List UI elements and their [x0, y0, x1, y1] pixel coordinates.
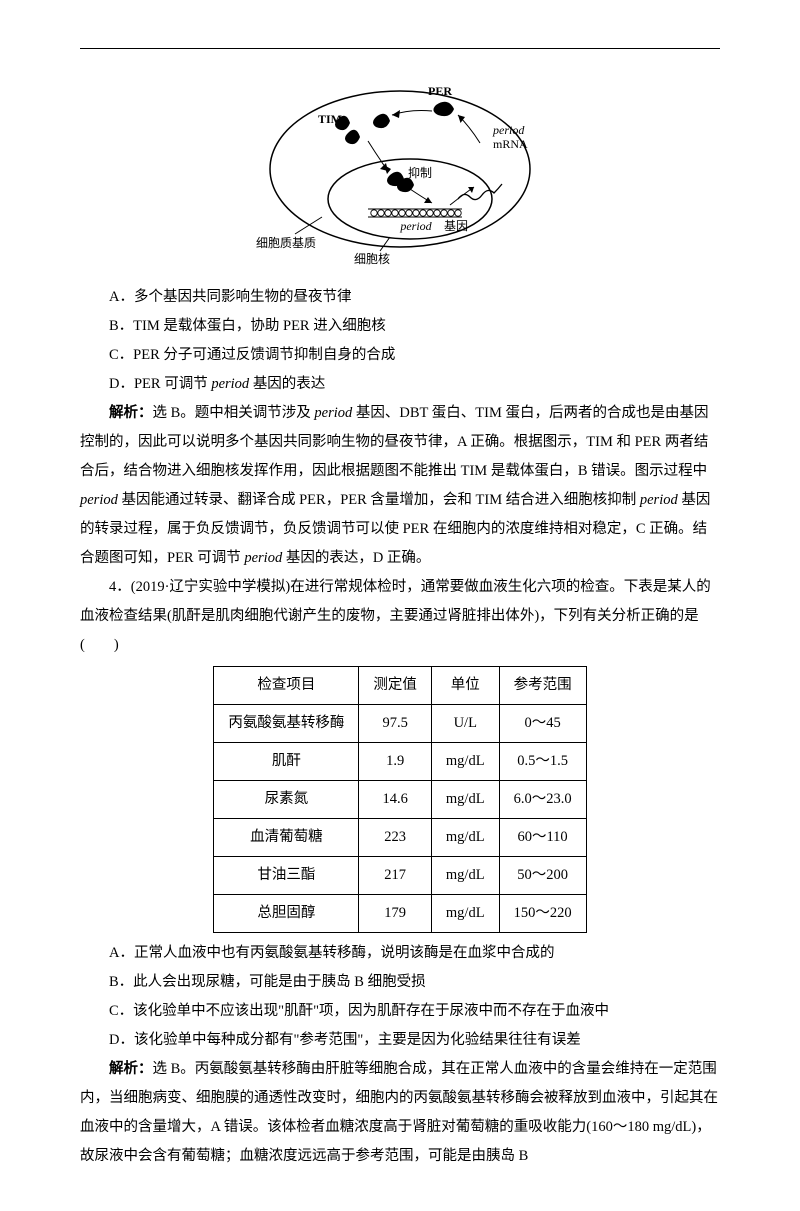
q3-d-post: 基因的表达: [249, 376, 325, 392]
q3-a-it4: period: [244, 550, 282, 566]
q3-analysis: 解析：选 B。题中相关调节涉及 period 基因、DBT 蛋白、TIM 蛋白，…: [80, 399, 720, 573]
cell: 60～110: [499, 819, 586, 857]
cell: 0.5～1.5: [499, 743, 586, 781]
mrna-label-it: period: [492, 123, 525, 137]
q4-option-d: D．该化验单中每种成分都有"参考范围"，主要是因为化验结果往往有误差: [80, 1026, 720, 1055]
cell: 97.5: [359, 705, 432, 743]
cell: U/L: [431, 705, 499, 743]
blood-test-table: 检查项目 测定值 单位 参考范围 丙氨酸氨基转移酶 97.5 U/L 0～45 …: [213, 666, 586, 933]
cell: 179: [359, 895, 432, 933]
cell: 6.0～23.0: [499, 781, 586, 819]
q3-a-t5: 基因的表达，D 正确。: [282, 550, 430, 566]
table-row: 总胆固醇 179 mg/dL 150～220: [214, 895, 586, 933]
q3-a-it2: period: [80, 492, 118, 508]
cell: 150～220: [499, 895, 586, 933]
cell: 217: [359, 857, 432, 895]
q4-analysis-text: 选 B。丙氨酸氨基转移酶由肝脏等细胞合成，其在正常人血液中的含量会维持在一定范围…: [80, 1061, 718, 1164]
per-label: PER: [428, 84, 452, 98]
period-gene: period 基因: [368, 209, 468, 233]
cell-diagram: period 基因 period mRNA PER: [250, 79, 550, 269]
cell: 1.9: [359, 743, 432, 781]
cell: 肌酐: [214, 743, 359, 781]
period-gene-label: 基因: [444, 219, 468, 233]
table-row: 甘油三酯 217 mg/dL 50～200: [214, 857, 586, 895]
cell: 223: [359, 819, 432, 857]
table-row: 尿素氮 14.6 mg/dL 6.0～23.0: [214, 781, 586, 819]
q4-stem: 4．(2019·辽宁实验中学模拟)在进行常规体检时，通常要做血液生化六项的检查。…: [80, 573, 720, 660]
cell: 0～45: [499, 705, 586, 743]
cell: 血清葡萄糖: [214, 819, 359, 857]
cell: 50～200: [499, 857, 586, 895]
cell: mg/dL: [431, 895, 499, 933]
q3-a-it3: period: [640, 492, 678, 508]
q3-d-it: period: [211, 376, 249, 392]
cell: 甘油三酯: [214, 857, 359, 895]
table-header-row: 检查项目 测定值 单位 参考范围: [214, 667, 586, 705]
q3-a-it1: period: [314, 405, 352, 421]
inhibit-label: 抑制: [408, 165, 432, 180]
table-row: 血清葡萄糖 223 mg/dL 60～110: [214, 819, 586, 857]
q3-option-a: A．多个基因共同影响生物的昼夜节律: [80, 283, 720, 312]
cytoplasm-label: 细胞质基质: [256, 236, 316, 250]
cell: 丙氨酸氨基转移酶: [214, 705, 359, 743]
col-range: 参考范围: [499, 667, 586, 705]
period-gene-label-it: period: [399, 219, 432, 233]
q3-a-t3: 基因能通过转录、翻译合成 PER，PER 含量增加，会和 TIM 结合进入细胞核…: [118, 492, 640, 508]
q4-analysis: 解析：选 B。丙氨酸氨基转移酶由肝脏等细胞合成，其在正常人血液中的含量会维持在一…: [80, 1055, 720, 1171]
q3-option-c: C．PER 分子可通过反馈调节抑制自身的合成: [80, 341, 720, 370]
page: period 基因 period mRNA PER: [80, 48, 720, 1171]
cell: 总胆固醇: [214, 895, 359, 933]
mrna-label: mRNA: [493, 137, 528, 151]
table-row: 丙氨酸氨基转移酶 97.5 U/L 0～45: [214, 705, 586, 743]
per-blob-2: [373, 114, 390, 128]
cell: mg/dL: [431, 857, 499, 895]
q3-a-t1: 选 B。题中相关调节涉及: [153, 405, 315, 421]
tim-label: TIM: [318, 112, 342, 126]
q4-option-c: C．该化验单中不应该出现"肌酐"项，因为肌酐存在于尿液中而不存在于血液中: [80, 997, 720, 1026]
q4-option-b: B．此人会出现尿糖，可能是由于胰岛 B 细胞受损: [80, 968, 720, 997]
col-unit: 单位: [431, 667, 499, 705]
per-blob: [433, 102, 454, 116]
nucleus-label: 细胞核: [354, 252, 390, 266]
cell: 尿素氮: [214, 781, 359, 819]
col-value: 测定值: [359, 667, 432, 705]
q3-analysis-lead: 解析：: [109, 405, 153, 421]
col-item: 检查项目: [214, 667, 359, 705]
cell: mg/dL: [431, 743, 499, 781]
mrna-strand: [458, 184, 502, 200]
table-row: 肌酐 1.9 mg/dL 0.5～1.5: [214, 743, 586, 781]
cell: mg/dL: [431, 819, 499, 857]
q3-option-d: D．PER 可调节 period 基因的表达: [80, 370, 720, 399]
q4-analysis-lead: 解析：: [109, 1061, 153, 1077]
q3-option-b: B．TIM 是载体蛋白，协助 PER 进入细胞核: [80, 312, 720, 341]
cell: mg/dL: [431, 781, 499, 819]
diagram-container: period 基因 period mRNA PER: [80, 79, 720, 269]
table-body: 丙氨酸氨基转移酶 97.5 U/L 0～45 肌酐 1.9 mg/dL 0.5～…: [214, 705, 586, 933]
cell: 14.6: [359, 781, 432, 819]
q3-d-pre: D．PER 可调节: [109, 376, 211, 392]
q4-option-a: A．正常人血液中也有丙氨酸氨基转移酶，说明该酶是在血浆中合成的: [80, 939, 720, 968]
